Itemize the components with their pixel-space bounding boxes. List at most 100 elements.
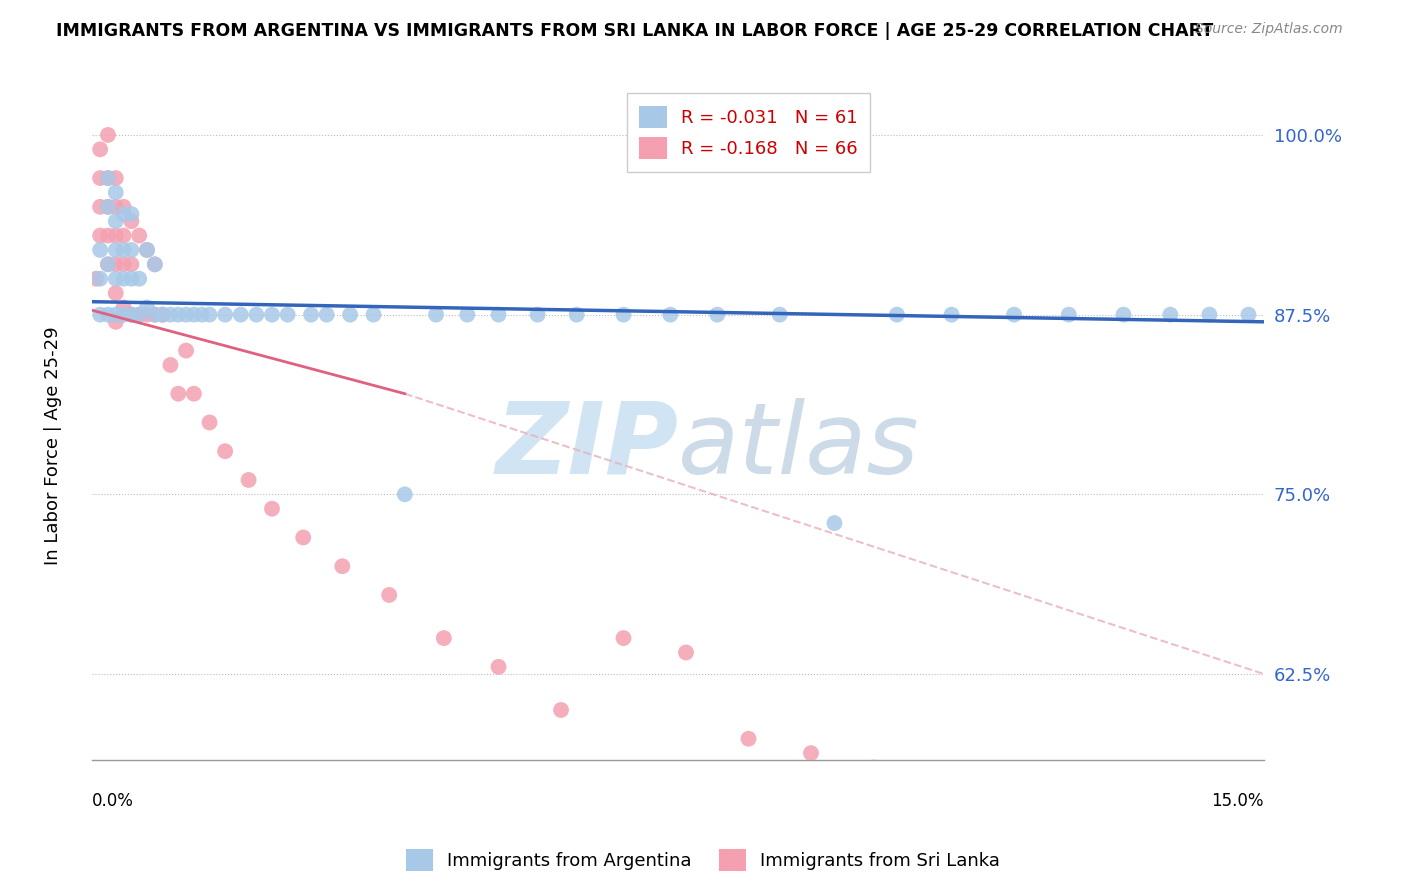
Point [167,386,190,401]
Point [136,301,159,315]
Point [120,308,142,322]
Point [706,308,728,322]
Point [1057,308,1080,322]
Point [488,308,510,322]
Point [89,228,111,243]
Point [167,308,190,322]
Point [143,257,166,271]
Point [245,308,267,322]
Point [143,308,166,322]
Point [97,308,120,322]
Point [925,775,948,789]
Point [120,214,142,228]
Point [769,308,792,322]
Point [104,200,127,214]
Point [104,286,127,301]
Point [120,207,142,221]
Point [330,559,353,574]
Point [277,308,299,322]
Point [128,228,150,243]
Point [104,315,127,329]
Point [737,731,759,746]
Point [183,308,205,322]
Point [260,308,283,322]
Point [214,308,236,322]
Point [97,257,120,271]
Point [104,214,127,228]
Text: In Labor Force | Age 25-29: In Labor Force | Age 25-29 [45,326,62,566]
Point [84,271,107,285]
Point [675,645,697,659]
Point [97,200,120,214]
Point [659,308,682,322]
Point [1112,308,1135,322]
Point [89,243,111,257]
Point [120,257,142,271]
Point [198,308,221,322]
Point [1002,308,1025,322]
Point [143,308,166,322]
Point [433,631,456,645]
Point [292,531,315,545]
Point [136,243,159,257]
Point [174,308,197,322]
Point [260,501,283,516]
Point [488,660,510,674]
Point [159,358,181,372]
Point [862,760,884,774]
Point [229,308,252,322]
Point [143,257,166,271]
Point [97,128,120,142]
Point [526,308,548,322]
Point [612,308,634,322]
Point [378,588,401,602]
Point [89,171,111,186]
Point [190,308,212,322]
Point [136,243,159,257]
Point [104,271,127,285]
Point [112,243,135,257]
Point [97,200,120,214]
Point [112,301,135,315]
Point [152,308,174,322]
Point [104,228,127,243]
Point [120,271,142,285]
Point [1237,308,1260,322]
Point [394,487,416,501]
Point [339,308,361,322]
Point [315,308,337,322]
Point [112,308,135,322]
Point [128,271,150,285]
Point [941,308,963,322]
Point [120,308,142,322]
Point [1097,818,1119,832]
Point [612,631,634,645]
Point [299,308,322,322]
Point [104,186,127,200]
Text: Source: ZipAtlas.com: Source: ZipAtlas.com [1195,22,1343,37]
Point [97,228,120,243]
Text: 0.0%: 0.0% [93,792,134,810]
Point [214,444,236,458]
Text: IMMIGRANTS FROM ARGENTINA VS IMMIGRANTS FROM SRI LANKA IN LABOR FORCE | AGE 25-2: IMMIGRANTS FROM ARGENTINA VS IMMIGRANTS … [56,22,1213,40]
Point [823,516,845,530]
Point [152,308,174,322]
Point [1198,847,1220,861]
Point [89,142,111,156]
Point [987,789,1010,804]
Point [128,308,150,322]
Point [456,308,478,322]
Point [425,308,447,322]
Point [104,171,127,186]
Point [886,308,908,322]
Point [104,308,127,322]
Point [1198,308,1220,322]
Point [104,257,127,271]
Point [1159,308,1181,322]
Point [174,343,197,358]
Legend: R = -0.031   N = 61, R = -0.168   N = 66: R = -0.031 N = 61, R = -0.168 N = 66 [627,94,870,171]
Point [136,308,159,322]
Point [112,257,135,271]
Point [183,386,205,401]
Point [1152,832,1174,847]
